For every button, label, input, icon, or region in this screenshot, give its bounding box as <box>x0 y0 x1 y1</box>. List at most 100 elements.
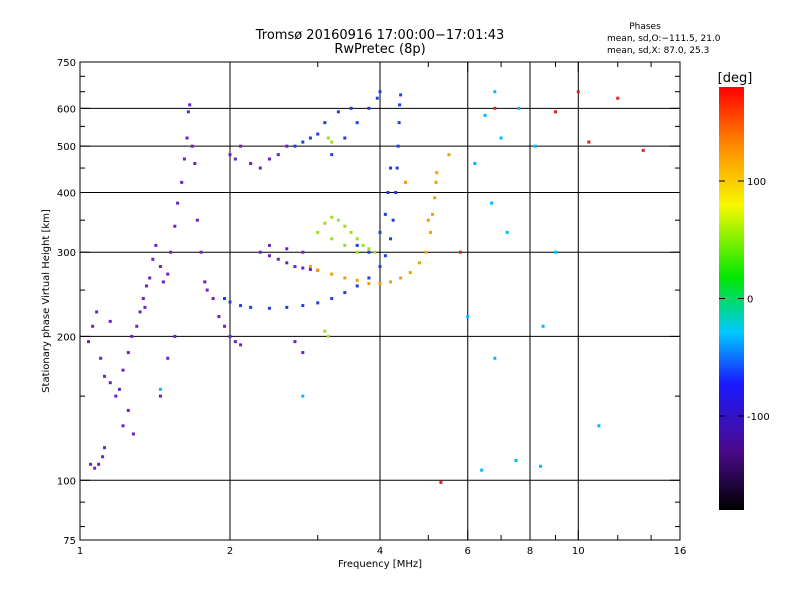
data-point <box>394 190 398 194</box>
y-tick-label: 750 <box>57 58 76 69</box>
data-point <box>182 157 186 161</box>
data-point <box>466 315 470 319</box>
data-point <box>233 340 237 344</box>
x-tick-label: 4 <box>377 546 383 557</box>
data-point <box>276 257 280 261</box>
data-point <box>378 90 382 94</box>
data-point <box>408 271 412 275</box>
data-point <box>108 381 112 385</box>
y-tick-label: 300 <box>57 248 76 259</box>
data-point <box>301 304 305 308</box>
data-point <box>301 140 305 144</box>
colorbar-tick-label: 0 <box>747 295 753 306</box>
data-point <box>126 408 130 412</box>
data-point <box>383 212 387 216</box>
x-axis-label: Frequency [MHz] <box>338 559 422 570</box>
data-point <box>158 387 162 391</box>
data-point <box>205 288 209 292</box>
data-point <box>447 153 451 157</box>
data-point <box>114 394 118 398</box>
stats-line-x: mean, sd,X: 87.0, 25.3 <box>607 46 709 56</box>
data-point <box>228 300 232 304</box>
data-point <box>323 329 327 333</box>
data-point <box>439 480 443 484</box>
data-point <box>361 243 365 247</box>
data-point <box>121 424 125 428</box>
data-point <box>103 446 107 450</box>
grid-lines <box>80 62 680 540</box>
data-point <box>399 276 403 280</box>
data-point <box>378 265 382 269</box>
data-point <box>330 237 334 241</box>
data-point <box>355 278 359 282</box>
stats-heading: Phases <box>629 22 661 32</box>
data-point <box>233 157 237 161</box>
data-point <box>93 466 97 470</box>
colorbar-tick-label: -100 <box>747 412 770 423</box>
data-point <box>641 148 645 152</box>
data-point <box>239 144 243 148</box>
data-point <box>355 250 359 254</box>
axis-ticks <box>79 61 681 541</box>
data-point <box>389 280 393 284</box>
data-point <box>130 334 134 338</box>
data-point <box>301 394 305 398</box>
data-point <box>217 315 221 319</box>
data-point <box>355 284 359 288</box>
data-point <box>541 324 545 328</box>
data-point <box>373 250 377 254</box>
data-point <box>285 247 289 251</box>
data-points <box>86 90 645 484</box>
data-point <box>514 458 518 462</box>
data-point <box>428 230 432 234</box>
data-point <box>186 110 190 114</box>
data-point <box>267 306 271 310</box>
data-point <box>480 468 484 472</box>
data-point <box>151 257 155 261</box>
data-point <box>223 324 227 328</box>
x-tick-label: 1 <box>77 546 83 557</box>
data-point <box>433 196 437 200</box>
y-tick-label: 600 <box>57 104 76 115</box>
data-point <box>336 110 340 114</box>
data-point <box>173 224 177 228</box>
data-point <box>203 280 207 284</box>
data-point <box>355 121 359 125</box>
y-axis-label: Stationary phase Virtual Height [km] <box>41 209 52 393</box>
data-point <box>367 282 371 286</box>
data-point <box>97 462 101 466</box>
data-point <box>301 351 305 355</box>
data-point <box>458 250 462 254</box>
chart-subtitle: RwPretec (8p) <box>334 42 425 57</box>
data-point <box>239 304 243 308</box>
data-point <box>249 305 253 309</box>
data-point <box>223 297 227 301</box>
data-point <box>367 276 371 280</box>
colorbar-tick-label: 100 <box>747 177 766 188</box>
y-tick-label: 75 <box>63 536 76 547</box>
data-point <box>293 340 297 344</box>
data-point <box>434 180 438 184</box>
data-point <box>126 351 130 355</box>
data-point <box>367 106 371 110</box>
data-point <box>267 254 271 258</box>
data-point <box>95 310 99 314</box>
data-point <box>316 268 320 272</box>
data-point <box>391 218 395 222</box>
data-point <box>395 166 399 170</box>
data-point <box>108 319 112 323</box>
data-point <box>316 301 320 305</box>
data-point <box>103 374 107 378</box>
data-point <box>355 237 359 241</box>
data-point <box>343 243 347 247</box>
data-point <box>249 161 253 165</box>
data-point <box>258 250 262 254</box>
data-point <box>383 254 387 258</box>
data-point <box>398 103 402 107</box>
data-point <box>323 121 327 125</box>
data-point <box>403 180 407 184</box>
data-point <box>161 280 165 284</box>
y-tick-label: 100 <box>57 476 76 487</box>
x-tick-label: 16 <box>674 546 687 557</box>
